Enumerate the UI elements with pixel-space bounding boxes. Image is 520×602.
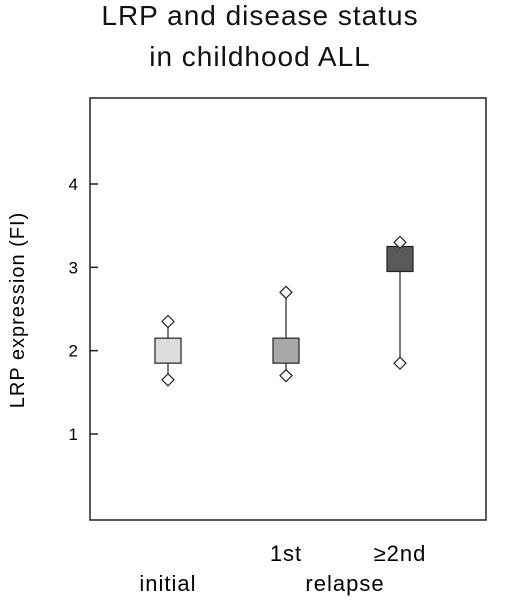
box-group-3 — [386, 245, 414, 273]
y-tick-label-1: 1 — [69, 425, 78, 444]
chart-title-line-1: LRP and disease status — [101, 0, 419, 31]
max-marker-group-2 — [279, 285, 293, 300]
box-group-2 — [272, 337, 300, 364]
min-marker-group-2 — [279, 368, 293, 383]
y-axis-label: LRP expression (FI) — [7, 212, 29, 408]
x-group-caption-relapse: relapse — [305, 571, 384, 596]
x-label-1st: 1st — [270, 541, 302, 566]
y-tick-label-4: 4 — [69, 175, 78, 194]
min-marker-group-1 — [161, 372, 175, 387]
x-label-initial: initial — [139, 571, 196, 596]
x-label-2nd: ≥2nd — [374, 541, 427, 566]
min-marker-group-3 — [393, 356, 407, 371]
plot-frame — [89, 97, 487, 521]
max-marker-group-1 — [161, 314, 175, 329]
y-tick-label-3: 3 — [69, 258, 78, 277]
chart-title-line-2: in childhood ALL — [149, 41, 371, 72]
box-group-1 — [154, 337, 182, 364]
max-marker-group-3 — [393, 235, 407, 250]
y-tick-label-2: 2 — [69, 342, 78, 361]
